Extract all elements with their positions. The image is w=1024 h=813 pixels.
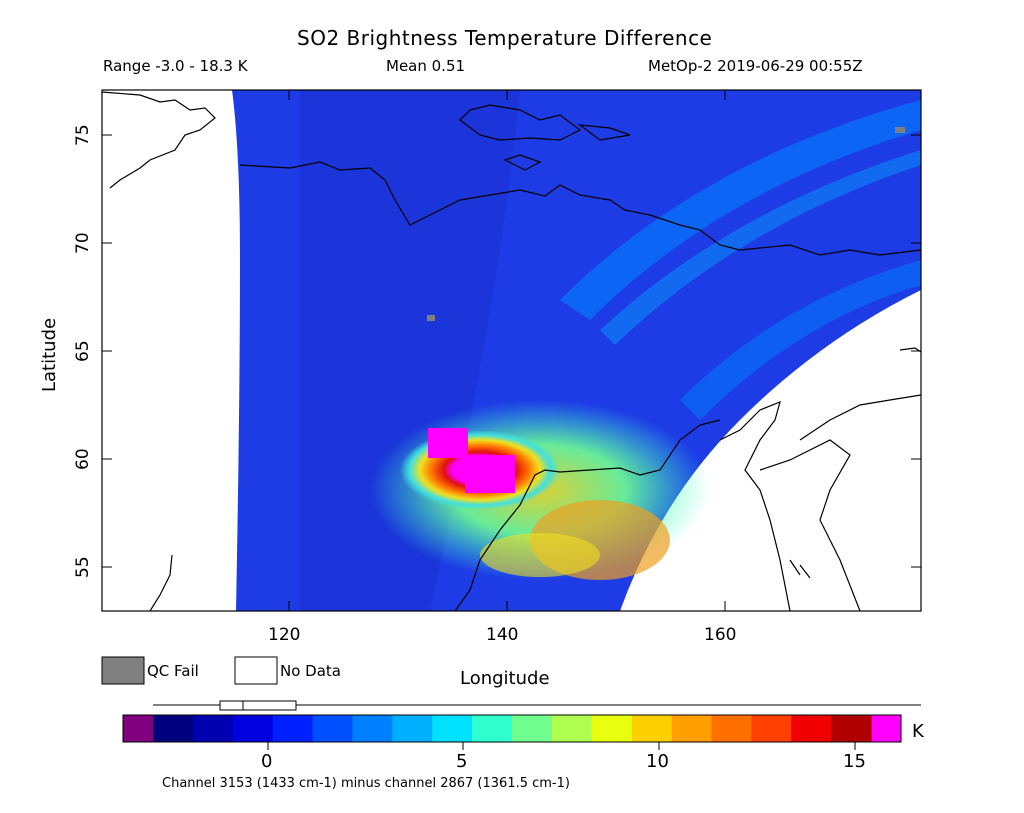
colorbar-segment (631, 715, 673, 742)
qc-fail-label: QC Fail (147, 662, 199, 680)
colorbar-segment (671, 715, 712, 742)
colorbar-tick-label: 10 (646, 751, 669, 772)
y-tick-label: 75 (73, 124, 93, 146)
colorbar-segment (392, 715, 433, 742)
x-tick-label: 160 (704, 625, 736, 645)
qc-fail-swatch (101, 656, 145, 685)
page-title: SO2 Brightness Temperature Difference (297, 26, 713, 50)
caption: Channel 3153 (1433 cm-1) minus channel 2… (162, 776, 570, 791)
colorbar-segment (791, 715, 832, 742)
colorbar-segment (352, 715, 393, 742)
y-axis-ticks (102, 134, 921, 568)
map-data-area (102, 90, 921, 611)
satellite-time-text: MetOp-2 2019-06-29 00:55Z (648, 57, 863, 75)
colorbar-unit: K (912, 721, 925, 742)
y-tick-label: 70 (73, 232, 93, 254)
colorbar-frame (122, 714, 902, 743)
colorbar-segment (153, 715, 194, 742)
colorbar (123, 715, 901, 742)
colorbar-tick-label: 5 (456, 751, 467, 772)
x-tick-label: 140 (486, 625, 518, 645)
colorbar-segment (751, 715, 792, 742)
colorbar-segment (512, 715, 553, 742)
y-tick-label: 60 (73, 448, 93, 470)
distribution-boxplot (153, 700, 921, 711)
colorbar-tick-label: 15 (843, 751, 866, 772)
mean-text: Mean 0.51 (386, 57, 466, 75)
colorbar-tick-label: 0 (261, 751, 272, 772)
colorbar-segment (831, 715, 872, 742)
colorbar-segment (312, 715, 353, 742)
x-tick-label: 120 (268, 625, 300, 645)
colorbar-ticks (267, 742, 856, 750)
no-data-label: No Data (280, 662, 341, 680)
no-data-swatch (234, 656, 278, 685)
range-text: Range -3.0 - 18.3 K (103, 57, 248, 75)
colorbar-segment (591, 715, 633, 742)
qc-fail-pixel (427, 315, 435, 321)
colorbar-under (123, 715, 153, 742)
colorbar-segment (432, 715, 473, 742)
y-tick-label: 55 (73, 556, 93, 578)
coastlines (102, 91, 921, 611)
x-axis-label: Longitude (460, 668, 550, 689)
colorbar-segment (192, 715, 234, 742)
y-tick-label: 65 (73, 340, 93, 362)
colorbar-over (871, 715, 901, 742)
colorbar-segment (272, 715, 314, 742)
colorbar-segment (232, 715, 274, 742)
x-axis-ticks (288, 90, 726, 611)
y-axis-label: Latitude (39, 318, 60, 392)
colorbar-segment (551, 715, 593, 742)
qc-fail-pixel (895, 127, 905, 133)
colorbar-segment (472, 715, 513, 742)
colorbar-segment (711, 715, 752, 742)
